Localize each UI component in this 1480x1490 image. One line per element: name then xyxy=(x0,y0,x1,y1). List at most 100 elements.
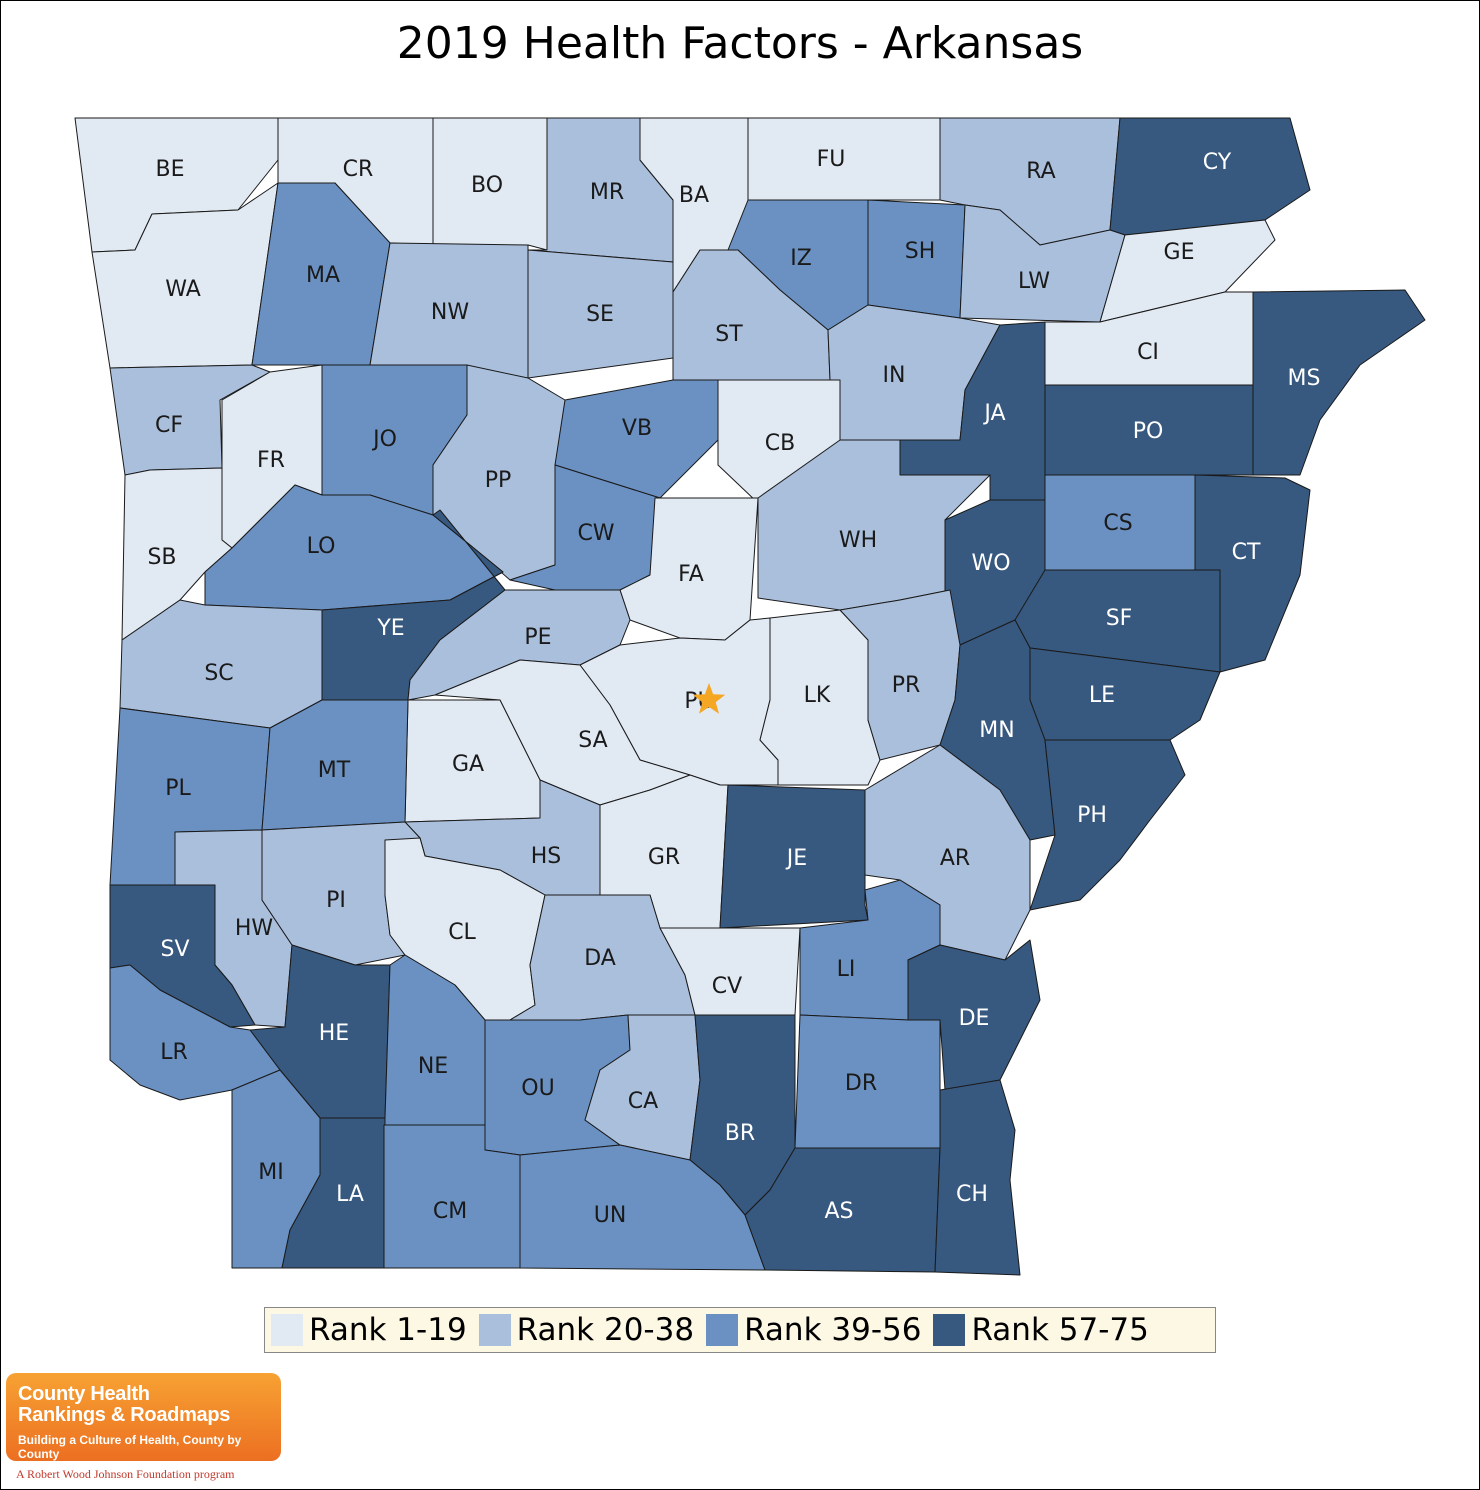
county-label-ra: RA xyxy=(1026,159,1055,184)
logo-footer: A Robert Wood Johnson Foundation program xyxy=(16,1467,235,1481)
county-label-un: UN xyxy=(594,1203,627,1228)
county-label-je: JE xyxy=(785,846,807,871)
county-label-ca: CA xyxy=(628,1089,658,1114)
legend-label: Rank 39-56 xyxy=(744,1312,922,1348)
county-label-ma: MA xyxy=(306,263,340,288)
county-ms[interactable] xyxy=(1252,289,1426,476)
county-label-bo: BO xyxy=(471,173,503,198)
county-po[interactable] xyxy=(1044,384,1254,476)
county-cy[interactable] xyxy=(1109,117,1311,236)
arkansas-county-map: BE CR BO MR BA FU RA CY WA MA NW SE IZ SH LW GE ST CI MS IN… xyxy=(74,117,1426,1276)
county-label-sc: SC xyxy=(204,661,233,686)
county-label-as: AS xyxy=(824,1199,853,1224)
county-label-cm: CM xyxy=(433,1199,467,1224)
legend-swatch xyxy=(271,1314,303,1346)
legend-label: Rank 1-19 xyxy=(309,1312,467,1348)
county-label-in: IN xyxy=(883,363,906,388)
county-label-cr: CR xyxy=(343,157,374,182)
county-label-cf: CF xyxy=(155,413,183,438)
county-la[interactable] xyxy=(281,1117,386,1269)
county-ge[interactable] xyxy=(1099,219,1276,323)
legend-swatch xyxy=(706,1314,739,1346)
county-label-ne: NE xyxy=(418,1054,448,1079)
county-label-be: BE xyxy=(156,157,185,182)
county-label-cs: CS xyxy=(1103,511,1132,536)
county-label-wa: WA xyxy=(165,277,201,302)
logo-text-line2: Rankings & Roadmaps xyxy=(18,1404,231,1426)
county-label-ja: JA xyxy=(982,401,1005,426)
county-label-fu: FU xyxy=(817,147,846,172)
county-label-ba: BA xyxy=(679,183,709,208)
legend-item-rank-1-19: Rank 1-19 xyxy=(271,1312,467,1348)
county-fu[interactable] xyxy=(747,117,941,201)
county-label-cb: CB xyxy=(765,431,795,456)
county-label-pe: PE xyxy=(524,625,551,650)
county-label-lw: LW xyxy=(1018,269,1050,294)
legend-label: Rank 20-38 xyxy=(516,1312,695,1348)
county-label-mn: MN xyxy=(979,718,1014,743)
county-lw[interactable] xyxy=(959,204,1126,323)
county-label-ci: CI xyxy=(1137,340,1159,365)
county-label-gr: GR xyxy=(648,845,680,870)
county-label-pl: PL xyxy=(165,776,191,801)
county-mt[interactable] xyxy=(261,699,409,831)
county-label-dr: DR xyxy=(845,1071,877,1096)
county-label-br: BR xyxy=(725,1121,755,1146)
county-label-ct: CT xyxy=(1232,540,1261,565)
county-label-fr: FR xyxy=(257,448,285,473)
county-label-cv: CV xyxy=(712,974,742,999)
legend: Rank 1-19 Rank 20-38 Rank 39-56 Rank 57-… xyxy=(264,1307,1216,1353)
county-label-sb: SB xyxy=(147,545,176,570)
legend-item-rank-39-56: Rank 39-56 xyxy=(706,1312,921,1348)
county-dr[interactable] xyxy=(794,1014,941,1149)
county-label-pr: PR xyxy=(892,673,921,698)
county-label-cw: CW xyxy=(577,521,614,546)
county-health-rankings-logo[interactable]: County Health Rankings & Roadmaps Buildi… xyxy=(6,1373,281,1461)
county-label-hs: HS xyxy=(531,844,562,869)
county-label-lk: LK xyxy=(804,683,831,708)
county-label-de: DE xyxy=(959,1006,990,1031)
legend-item-rank-57-75: Rank 57-75 xyxy=(933,1312,1149,1348)
county-un[interactable] xyxy=(519,1144,766,1271)
county-label-le: LE xyxy=(1089,683,1115,708)
logo-text-line1: County Health xyxy=(18,1383,150,1405)
county-label-vb: VB xyxy=(622,416,652,441)
county-label-sh: SH xyxy=(905,239,936,264)
county-label-ou: OU xyxy=(521,1076,554,1101)
county-label-cl: CL xyxy=(448,920,476,945)
county-ph[interactable] xyxy=(1029,739,1186,911)
county-label-sa: SA xyxy=(578,728,607,753)
legend-swatch xyxy=(478,1314,511,1346)
county-label-lr: LR xyxy=(160,1040,188,1065)
county-label-pp: PP xyxy=(485,468,512,493)
county-label-lo: LO xyxy=(307,534,336,559)
county-label-mi: MI xyxy=(258,1160,283,1185)
county-label-nw: NW xyxy=(431,300,469,325)
legend-label: Rank 57-75 xyxy=(971,1312,1149,1348)
county-label-da: DA xyxy=(584,946,616,971)
county-label-st: ST xyxy=(715,322,743,347)
county-bo[interactable] xyxy=(432,117,548,251)
county-label-li: LI xyxy=(837,957,856,982)
county-label-ph: PH xyxy=(1077,803,1107,828)
county-ch[interactable] xyxy=(934,1079,1021,1276)
county-label-iz: IZ xyxy=(790,246,812,271)
county-label-ga: GA xyxy=(452,752,484,777)
county-label-sf: SF xyxy=(1106,606,1133,631)
county-label-ye: YE xyxy=(376,616,404,641)
county-je[interactable] xyxy=(719,784,869,929)
logo-tagline: Building a Culture of Health, County by … xyxy=(18,1433,242,1461)
map-title: 2019 Health Factors - Arkansas xyxy=(396,18,1084,69)
county-label-wh: WH xyxy=(839,528,877,553)
county-label-la: LA xyxy=(336,1182,364,1207)
county-label-po: PO xyxy=(1133,419,1164,444)
county-label-ch: CH xyxy=(956,1182,988,1207)
legend-swatch xyxy=(933,1314,966,1346)
county-label-ms: MS xyxy=(1288,366,1321,391)
county-label-ge: GE xyxy=(1164,240,1195,265)
county-label-se: SE xyxy=(586,302,614,327)
county-label-mr: MR xyxy=(590,180,624,205)
county-label-jo: JO xyxy=(371,427,397,452)
capital-star-icon xyxy=(692,683,726,714)
county-label-pi: PI xyxy=(326,888,346,913)
